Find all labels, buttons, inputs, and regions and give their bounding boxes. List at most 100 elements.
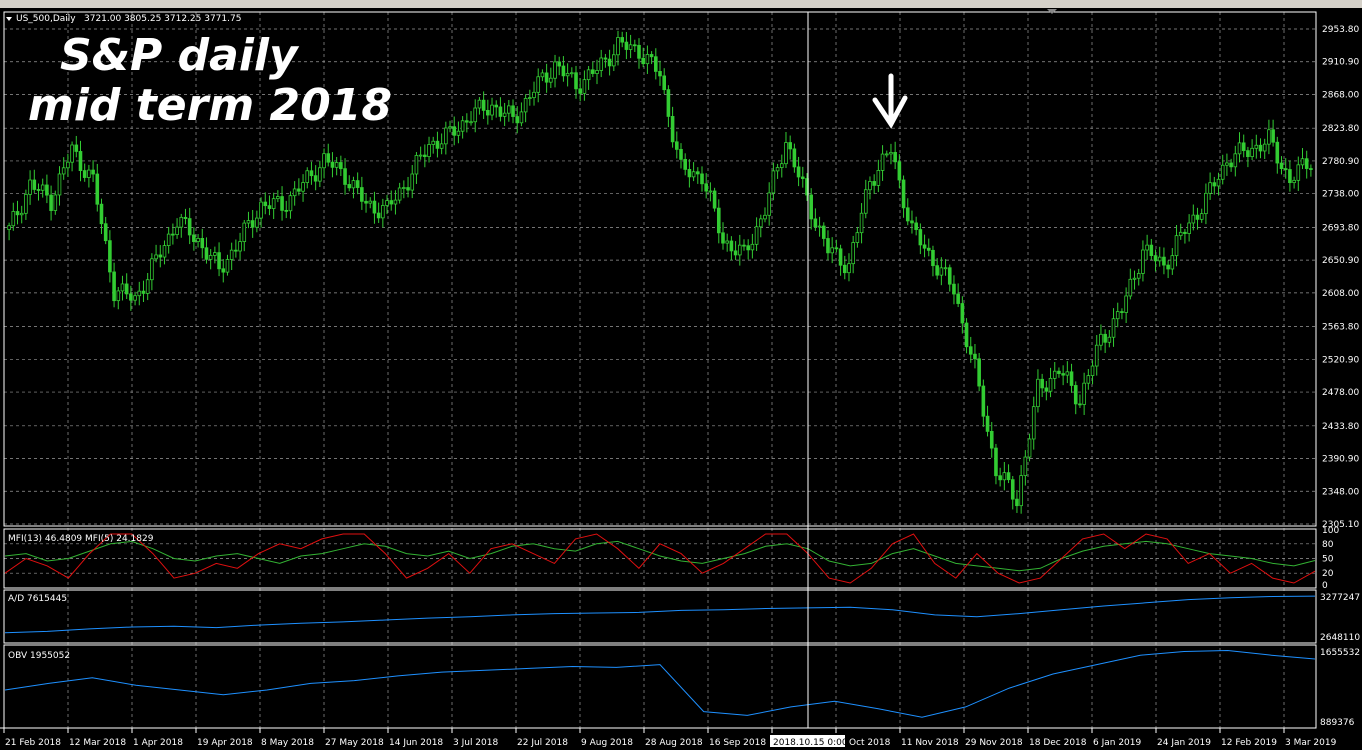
candle-body [271, 198, 276, 209]
candle-body [95, 173, 100, 205]
candle-body [439, 143, 444, 149]
candle-body [536, 76, 541, 93]
collapse-triangle-icon[interactable] [6, 17, 12, 21]
chart-header: US_500,Daily [16, 14, 76, 24]
candle-body [582, 79, 587, 94]
candle-body [1023, 456, 1028, 477]
candle-body [1216, 178, 1221, 187]
candle-body [1178, 231, 1183, 237]
candle-body [53, 194, 58, 211]
candle-body [775, 167, 780, 172]
candle-body [1010, 479, 1015, 500]
candle-body [1082, 382, 1086, 405]
x-tick-label: 16 Sep 2018 [709, 738, 766, 748]
candle-body [813, 218, 818, 228]
candle-body [112, 271, 116, 302]
candle-body [238, 241, 242, 252]
candle-body [654, 56, 658, 72]
candle-body [910, 220, 914, 224]
candle-body [1015, 498, 1019, 507]
candle-body [498, 106, 503, 117]
candle-body [758, 218, 763, 228]
candle-body [171, 233, 175, 236]
candle-body [767, 192, 771, 216]
candle-body [935, 265, 939, 276]
candle-body [1267, 129, 1271, 145]
candle-body [385, 200, 389, 206]
candle-body [267, 205, 272, 209]
candle-body [1279, 162, 1284, 170]
candle-body [1258, 144, 1263, 152]
obv-label: OBV 1955052 [8, 651, 70, 661]
x-tick-label: 12 Feb 2019 [1221, 738, 1277, 748]
chart-shift-marker-icon[interactable] [1047, 9, 1057, 14]
candle-body [292, 188, 297, 197]
candle-body [612, 54, 616, 67]
candle-body [1187, 222, 1191, 234]
candle-body [61, 167, 66, 175]
candle-body [1157, 256, 1162, 262]
x-tick-label: 3 Mar 2019 [1285, 738, 1337, 748]
candle-body [729, 240, 734, 252]
crosshair-label: 2018.10.15 0:00 [773, 738, 848, 748]
candle-body [1241, 142, 1246, 152]
candle-body [750, 243, 755, 251]
time-axis: 21 Feb 2018 12 Mar 2018 1 Apr 2018 19 Apr 2… [0, 727, 1337, 748]
candle-body [24, 193, 28, 214]
candle-body [637, 44, 641, 59]
candle-body [1292, 179, 1296, 184]
candle-body [595, 70, 599, 74]
x-tick-label: 22 Jul 2018 [517, 738, 568, 748]
candle-body [301, 182, 305, 192]
candle-body [528, 97, 532, 100]
candle-body [36, 189, 41, 191]
x-tick-label: 29 Nov 2018 [965, 738, 1023, 748]
candle-body [217, 252, 221, 270]
candle-body [742, 244, 746, 247]
candle-body [414, 155, 419, 175]
series-line-mfi-0 [4, 540, 1316, 572]
price-tick-label: 2910.90 [1322, 58, 1359, 68]
candle-body [351, 180, 356, 189]
candle-body [1153, 255, 1158, 262]
candle-body [1183, 231, 1187, 234]
candle-body [561, 65, 566, 77]
candle-body [288, 195, 293, 212]
candle-body [985, 415, 990, 432]
candle-body [796, 166, 801, 178]
candle-body [204, 247, 209, 260]
candle-body [7, 225, 11, 230]
candle-body [1288, 169, 1292, 184]
candle-body [486, 109, 490, 116]
candle-body [922, 244, 927, 249]
price-tick-label: 2390.90 [1322, 455, 1359, 465]
candle-body [515, 116, 520, 124]
candle-body [339, 162, 343, 170]
candle-body [284, 209, 289, 212]
candle-body [343, 168, 347, 185]
candle-body [779, 163, 784, 168]
candle-body [1296, 164, 1301, 181]
candle-body [402, 187, 406, 189]
candle-body [641, 57, 646, 65]
candle-body [771, 170, 776, 194]
candle-body [943, 267, 948, 270]
candle-body [355, 180, 360, 188]
candle-body [645, 54, 650, 65]
candle-body [565, 72, 570, 77]
candle-body [456, 130, 461, 136]
candle-body [519, 111, 524, 124]
candle-body [175, 226, 179, 235]
price-tick-label: 2433.80 [1322, 422, 1359, 432]
candle-body [502, 112, 507, 117]
candle-body [1283, 168, 1288, 171]
candle-body [103, 223, 108, 242]
candle-body [649, 54, 654, 58]
candle-body [1044, 387, 1049, 392]
candle-body [897, 161, 902, 181]
candle-body [1065, 371, 1070, 376]
candle-body [973, 353, 977, 360]
candle-body [586, 69, 591, 81]
candle-body [1166, 264, 1170, 270]
